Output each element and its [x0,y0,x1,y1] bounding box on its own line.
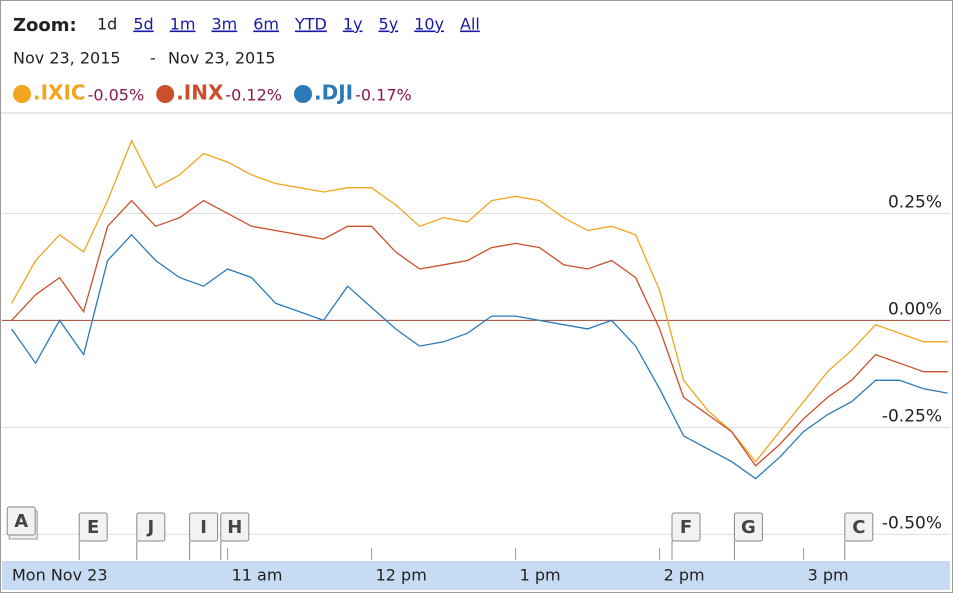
range-to: Nov 23, 2015 [168,49,276,68]
legend-dot [13,85,31,103]
flag-label: G [741,517,756,538]
flag[interactable] [6,506,36,536]
flag-label: A [14,511,28,532]
zoom-option[interactable]: 3m [211,15,237,34]
flag[interactable] [136,512,166,542]
y-tick-label: 0.00% [888,299,942,319]
y-tick-label: 0.25% [888,192,942,212]
flag[interactable] [671,512,701,542]
zoom-option[interactable]: 5d [133,15,153,34]
zoom-option[interactable]: 6m [253,15,279,34]
legend-dot [156,85,175,103]
legend-change: -0.05% [88,86,145,105]
legend-change: -0.17% [355,86,412,105]
series-line [11,139,948,463]
series-line [11,199,948,467]
flag-label: H [227,517,242,538]
flag-label: C [852,517,865,538]
flag[interactable] [78,512,108,542]
x-tick-label: 11 am [232,566,283,585]
legend-dot [294,85,312,103]
flag-label: J [145,517,154,538]
legend-name: .DJI [314,81,353,105]
flag-label: E [87,517,99,538]
x-tick-label: 1 pm [520,566,561,585]
x-tick-label: Mon Nov 23 [12,566,108,585]
zoom-option[interactable]: All [460,15,480,34]
zoom-option[interactable]: 1y [343,15,363,34]
x-tick-label: 3 pm [808,566,849,585]
zoom-option[interactable]: 5y [379,15,399,34]
x-tick-label: 2 pm [664,566,705,585]
flag[interactable] [189,512,219,542]
zoom-option[interactable]: 1m [170,15,196,34]
x-tick-label: 12 pm [376,566,427,585]
range-from: Nov 23, 2015 [13,49,121,68]
zoom-option[interactable]: YTD [294,15,327,34]
flag[interactable] [733,512,763,542]
series-line [11,233,948,480]
legend-name: .IXIC [33,81,86,105]
zoom-label: Zoom: [13,15,77,36]
x-axis-band [2,561,950,590]
flag-label: F [680,517,692,538]
flag[interactable] [844,512,874,542]
legend-change: -0.12% [225,86,282,105]
flag[interactable] [220,512,250,542]
zoom-option[interactable]: 1d [97,15,117,34]
y-tick-label: -0.25% [882,406,942,426]
flag-label: I [200,517,207,538]
zoom-option[interactable]: 10y [414,15,444,34]
legend-name: .INX [176,81,224,105]
y-tick-label: -0.50% [882,513,942,533]
range-separator: - [150,49,156,68]
